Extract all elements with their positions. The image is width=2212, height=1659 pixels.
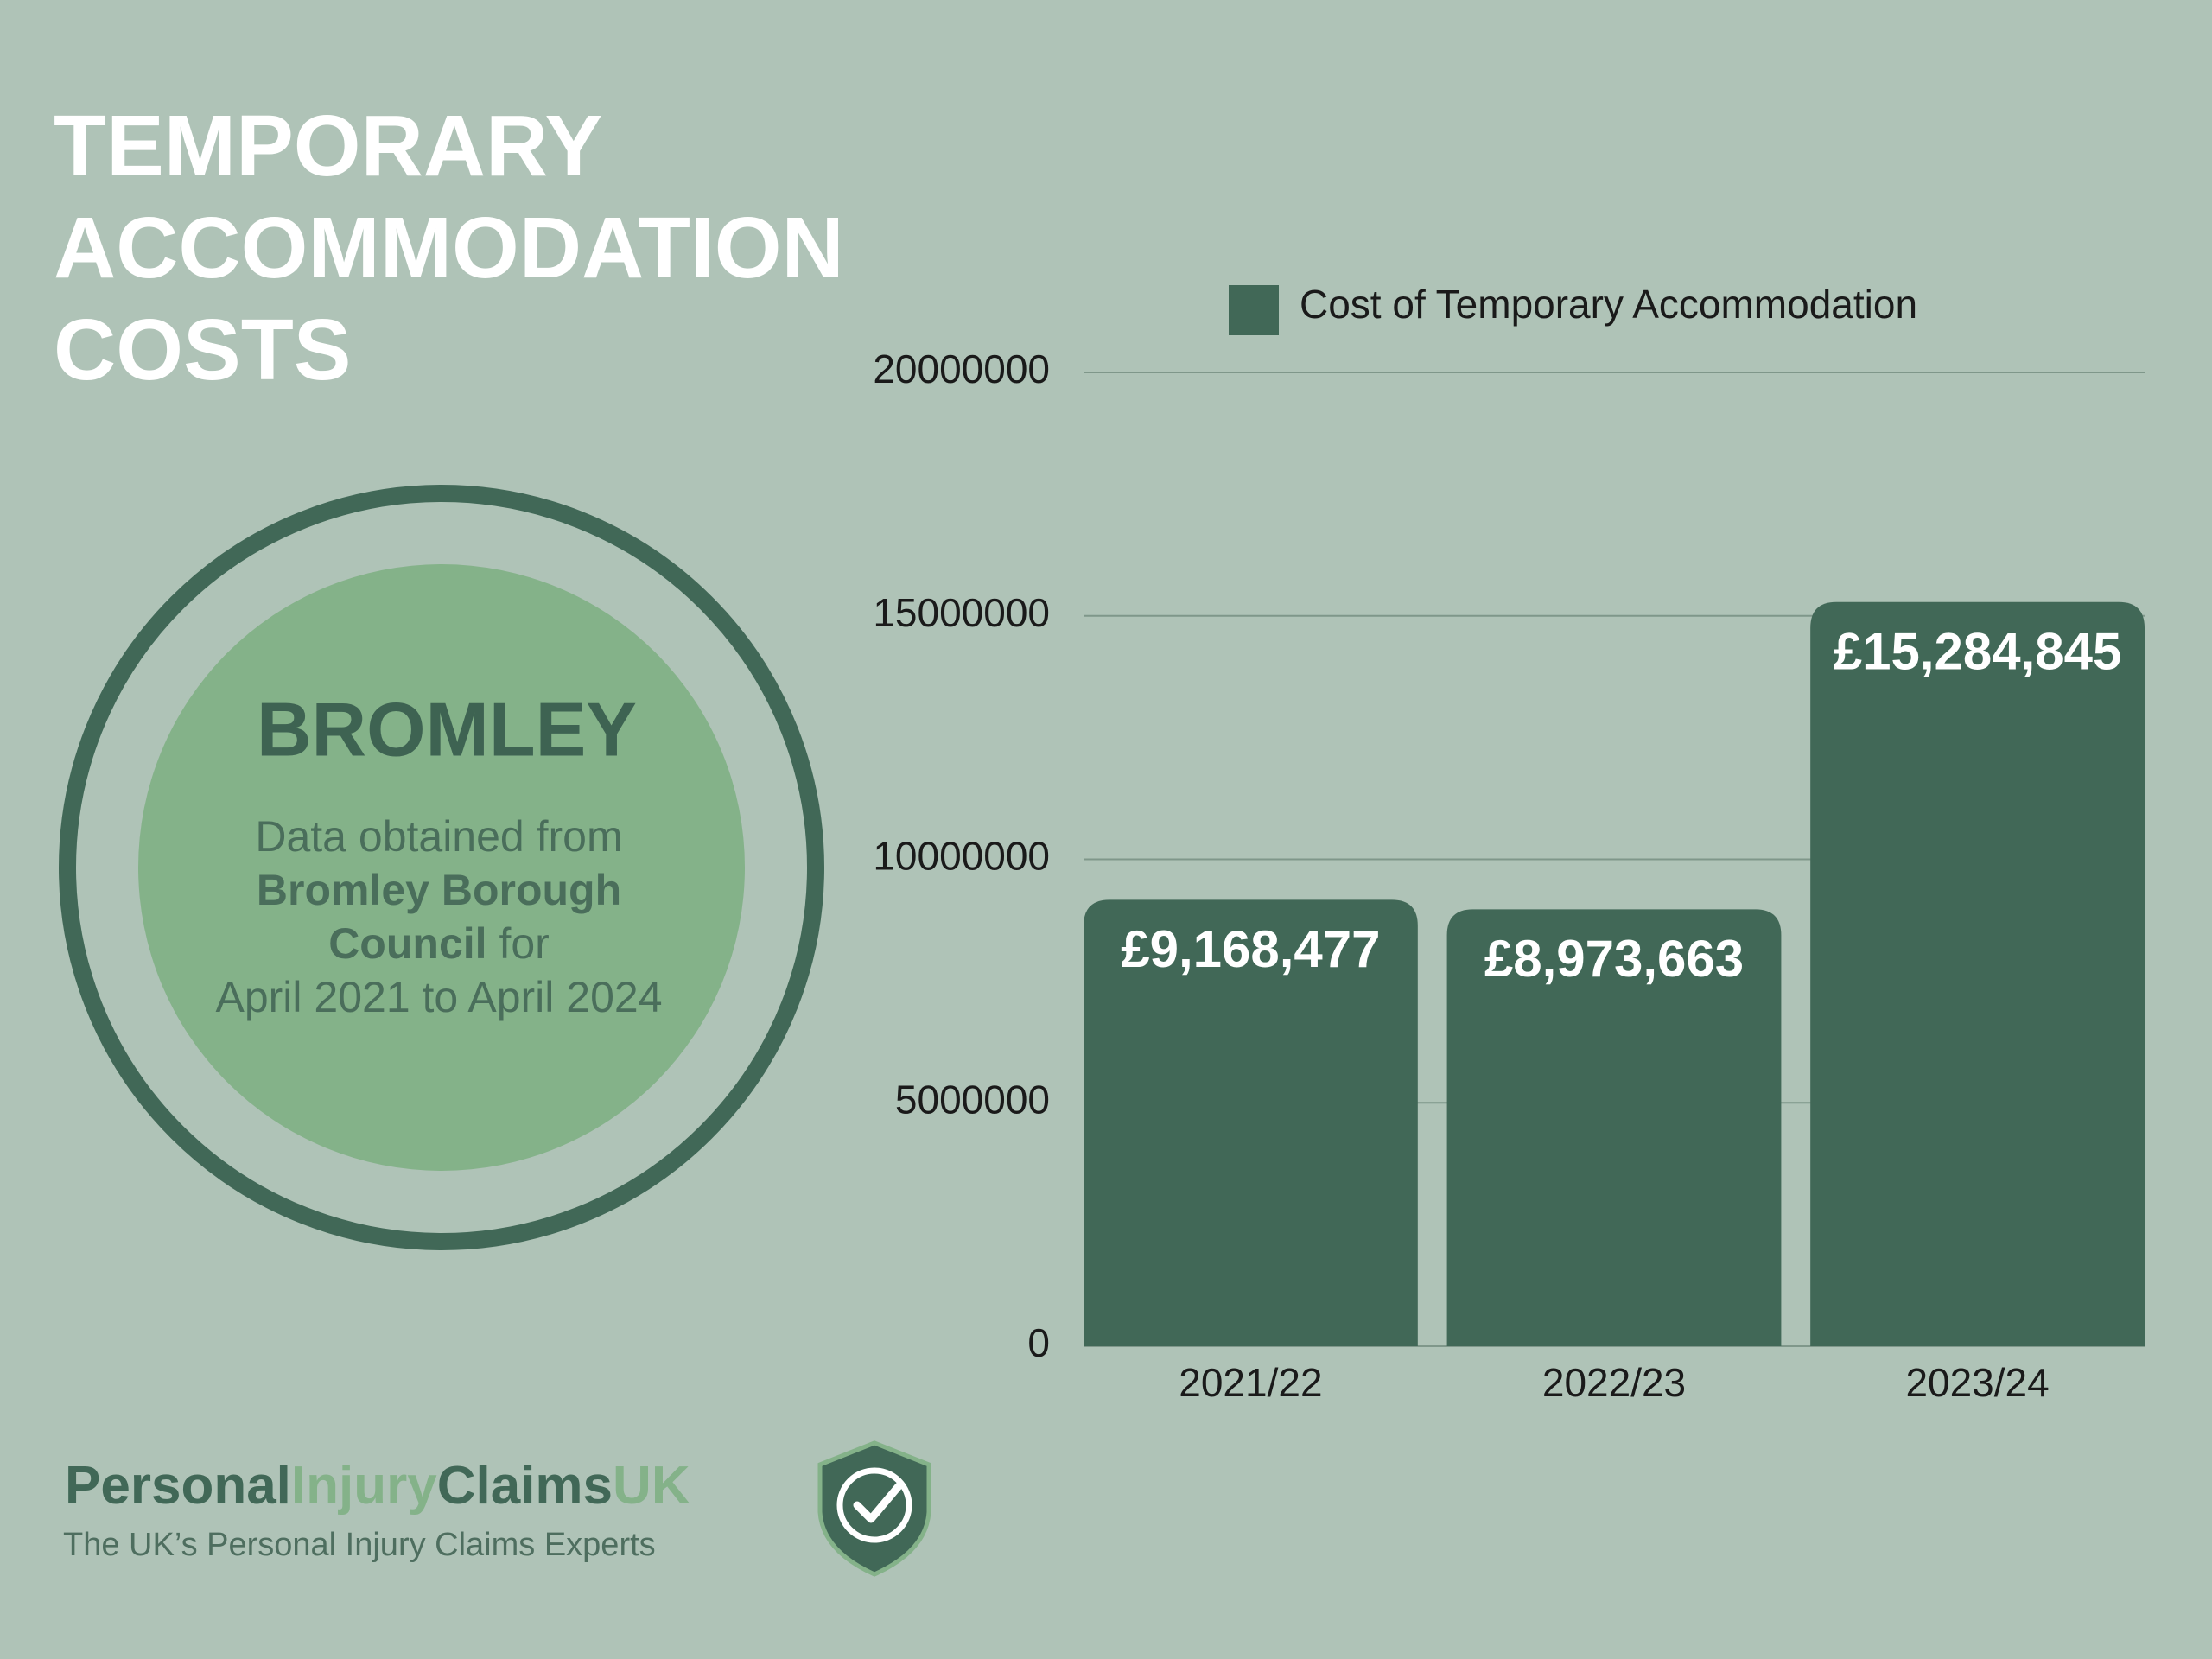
x-tick-label: 2022/23 [1542,1360,1686,1405]
shield-icon [817,1440,931,1577]
panel-heading: BROMLEY [257,686,637,772]
description: Council [328,919,486,968]
description: for [499,919,549,968]
description: Council for [328,919,550,968]
x-tick-label: 2023/24 [1905,1360,2049,1405]
value-label: £9,168,477 [1121,920,1380,978]
logo-part: UK [613,1456,690,1516]
legend-swatch [1229,285,1279,335]
bar [1446,909,1782,1346]
logo-text: PersonalInjuryClaimsUK [65,1456,690,1516]
description: April 2021 to April 2024 [215,973,662,1021]
y-tick-label: 0 [1027,1320,1050,1365]
logo-part: Claims [437,1456,613,1516]
y-tick-label: 20000000 [873,346,1050,391]
description: Data obtained from [255,812,622,861]
inner-circle [138,564,745,1171]
logo-tagline: The UK’s Personal Injury Claims Experts [63,1527,656,1563]
legend-label: Cost of Temporary Accommodation [1300,282,1917,327]
logo-part: Personal [65,1456,291,1516]
value-label: £15,284,845 [1834,623,2122,681]
logo-part: Injury [291,1456,437,1516]
outer-ring [59,485,824,1250]
description: Bromley Borough [257,866,621,914]
x-tick-label: 2021/22 [1179,1360,1322,1405]
y-tick-label: 15000000 [873,590,1050,635]
value-label: £8,973,663 [1484,930,1744,988]
y-tick-label: 10000000 [873,834,1050,879]
bar [1810,601,2145,1346]
y-tick-label: 5000000 [895,1077,1050,1122]
chart-title: TEMPORARY ACCOMMODATION COSTS [54,98,844,398]
bar [1084,899,1418,1346]
